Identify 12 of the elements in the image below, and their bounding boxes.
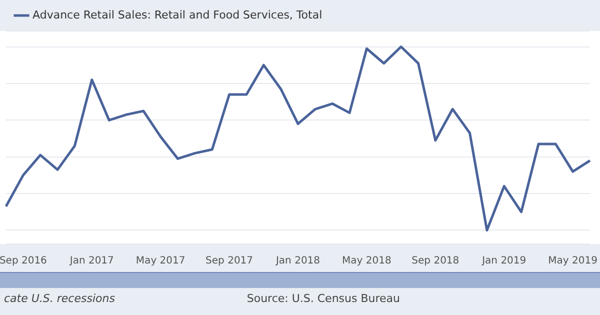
x-tick-label: Sep 2018 bbox=[412, 256, 460, 267]
source-note: Source: U.S. Census Bureau bbox=[246, 292, 400, 305]
text: cate U.S. recessions bbox=[4, 292, 115, 305]
x-tick-label: Jan 2019 bbox=[481, 256, 526, 267]
x-tick-label: May 2017 bbox=[136, 256, 186, 267]
x-tick-label: Sep 2017 bbox=[206, 256, 254, 267]
x-tick-label: Sep 2016 bbox=[0, 256, 47, 267]
legend-label: Advance Retail Sales: Retail and Food Services, Total bbox=[32, 8, 322, 22]
x-tick-label: May 2019 bbox=[548, 256, 598, 267]
x-tick-label: Jan 2018 bbox=[274, 256, 320, 267]
x-tick-label: Jan 2017 bbox=[68, 256, 114, 267]
x-tick-label: May 2018 bbox=[342, 256, 392, 267]
